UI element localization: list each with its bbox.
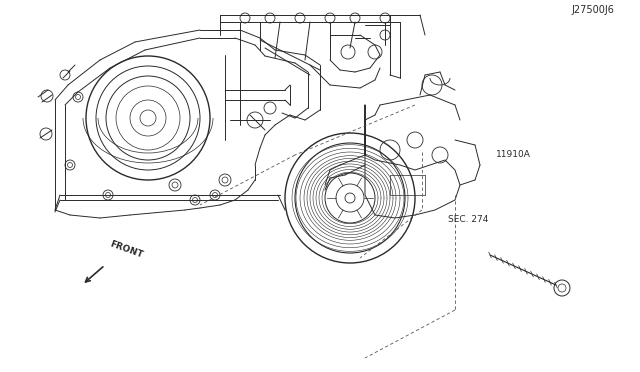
Text: J27500J6: J27500J6: [572, 5, 614, 15]
Text: FRONT: FRONT: [108, 240, 143, 260]
Text: SEC. 274: SEC. 274: [448, 215, 488, 224]
Text: 11910A: 11910A: [496, 150, 531, 159]
